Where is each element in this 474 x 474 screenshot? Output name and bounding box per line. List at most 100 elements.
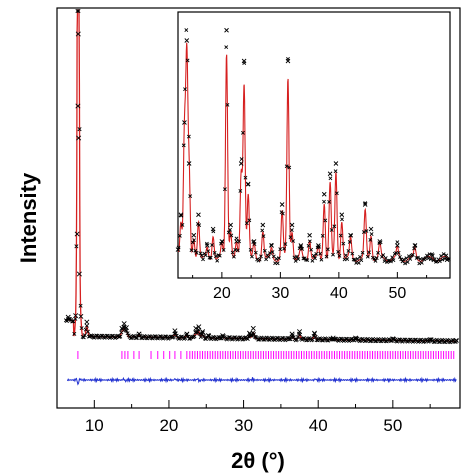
observed-peak-point (75, 103, 81, 109)
inset-x-ticks: 20 30 40 50 (192, 272, 428, 302)
observed-point (442, 339, 447, 344)
observed-peak-point (172, 328, 178, 334)
observed-peak-point (330, 335, 336, 341)
inset-observed-point (338, 233, 343, 238)
inset-observed-point (192, 238, 196, 243)
inset-observed-point (194, 250, 199, 255)
observed-point (447, 339, 452, 344)
observed-point (319, 338, 324, 343)
inset-observed-point (201, 257, 205, 262)
inset-observed-point (359, 258, 364, 263)
observed-point (125, 331, 130, 336)
inset-observed-point (293, 258, 298, 263)
observed-peak-point (123, 325, 129, 331)
inset-observed-point (345, 257, 350, 262)
inset-observed-point (364, 229, 369, 233)
inset-observed-point (217, 253, 222, 258)
inset-observed-peak-point (368, 226, 374, 232)
inset-observed-peak-point (234, 239, 239, 244)
inset-observed-point (186, 134, 191, 139)
inset-observed-point (341, 241, 346, 246)
inset-observed-point (198, 251, 203, 256)
inset-observed-point (381, 253, 386, 257)
inset-observed-peak-point (321, 191, 327, 197)
inset-x-tick-label: 50 (388, 285, 406, 302)
inset-observed-point (400, 259, 405, 264)
inset-observed-point (343, 253, 348, 258)
inset-x-tick-label: 40 (330, 285, 348, 302)
inset-observed-point (405, 260, 410, 265)
inset-observed-peak-point (430, 253, 435, 259)
inset-observed-point (340, 217, 344, 222)
observed-peak-point (76, 135, 82, 141)
inset-observed-point (331, 252, 335, 257)
inset-observed-peak-point (333, 161, 339, 166)
inset-observed-point (260, 228, 265, 233)
inset-observed-point (311, 253, 316, 258)
observed-peak-point (353, 335, 359, 341)
inset-observed-point (188, 194, 193, 199)
inset-observed-point (407, 254, 411, 259)
inset-observed-point (417, 261, 422, 266)
observed-point (285, 336, 290, 341)
x-tick-label: 30 (234, 416, 253, 435)
inset-observed-point (199, 253, 204, 258)
inset-observed-point (221, 247, 226, 252)
x-axis-label: 2θ (°) (231, 448, 285, 473)
inset-observed-point (367, 250, 371, 255)
inset-observed-point (270, 250, 275, 254)
observed-peak-point (84, 319, 90, 325)
observed-point (252, 332, 257, 337)
inset-observed-point (266, 254, 271, 259)
observed-peak-point (193, 325, 199, 331)
inset-observed-point (184, 28, 189, 32)
observed-peak-point (74, 231, 80, 237)
inset-observed-peak-point (348, 232, 353, 238)
inset-observed-point (179, 213, 184, 218)
observed-peak-point (297, 329, 303, 335)
inset-observed-point (322, 199, 326, 204)
observed-peak-point (311, 330, 317, 336)
inset-observed-point (352, 257, 357, 262)
inset-observed-point (398, 255, 402, 259)
observed-point (418, 337, 423, 342)
observed-point (248, 333, 253, 338)
inset-observed-point (369, 232, 374, 236)
inset-observed-point (437, 259, 442, 264)
inset-observed-point (212, 250, 217, 255)
observed-point (168, 334, 173, 339)
observed-peak-point (136, 331, 142, 337)
observed-point (412, 337, 417, 342)
inset-observed-point (395, 240, 400, 245)
inset-observed-peak-point (178, 212, 184, 218)
difference-line (66, 376, 457, 386)
inset-observed-point (296, 257, 301, 261)
observed-point (245, 336, 250, 341)
inset-observed-point (232, 254, 236, 259)
inset-observed-peak-point (279, 202, 285, 207)
observed-point (325, 338, 330, 343)
inset-observed-point (238, 188, 243, 193)
inset-observed-point (368, 237, 373, 242)
observed-point (310, 337, 315, 342)
observed-point (85, 329, 90, 334)
inset-observed-point (358, 254, 362, 259)
inset-observed-point (291, 239, 296, 243)
inset-observed-point (313, 256, 317, 261)
inset-observed-point (441, 252, 446, 256)
observed-point (79, 326, 84, 331)
observed-point (343, 336, 348, 341)
inset-observed-peak-point (285, 58, 291, 64)
observed-peak-point (196, 324, 202, 330)
inset-observed-point (280, 211, 285, 216)
inset-observed-point (328, 176, 333, 181)
inset-observed-point (410, 252, 415, 257)
inset-observed-point (363, 201, 368, 206)
observed-point (134, 335, 140, 340)
observed-point (77, 127, 82, 132)
inset-observed-point (425, 253, 429, 258)
observed-point (183, 335, 188, 341)
observed-point (76, 8, 81, 14)
inset-observed-point (261, 234, 266, 239)
inset-observed-point (327, 199, 332, 204)
